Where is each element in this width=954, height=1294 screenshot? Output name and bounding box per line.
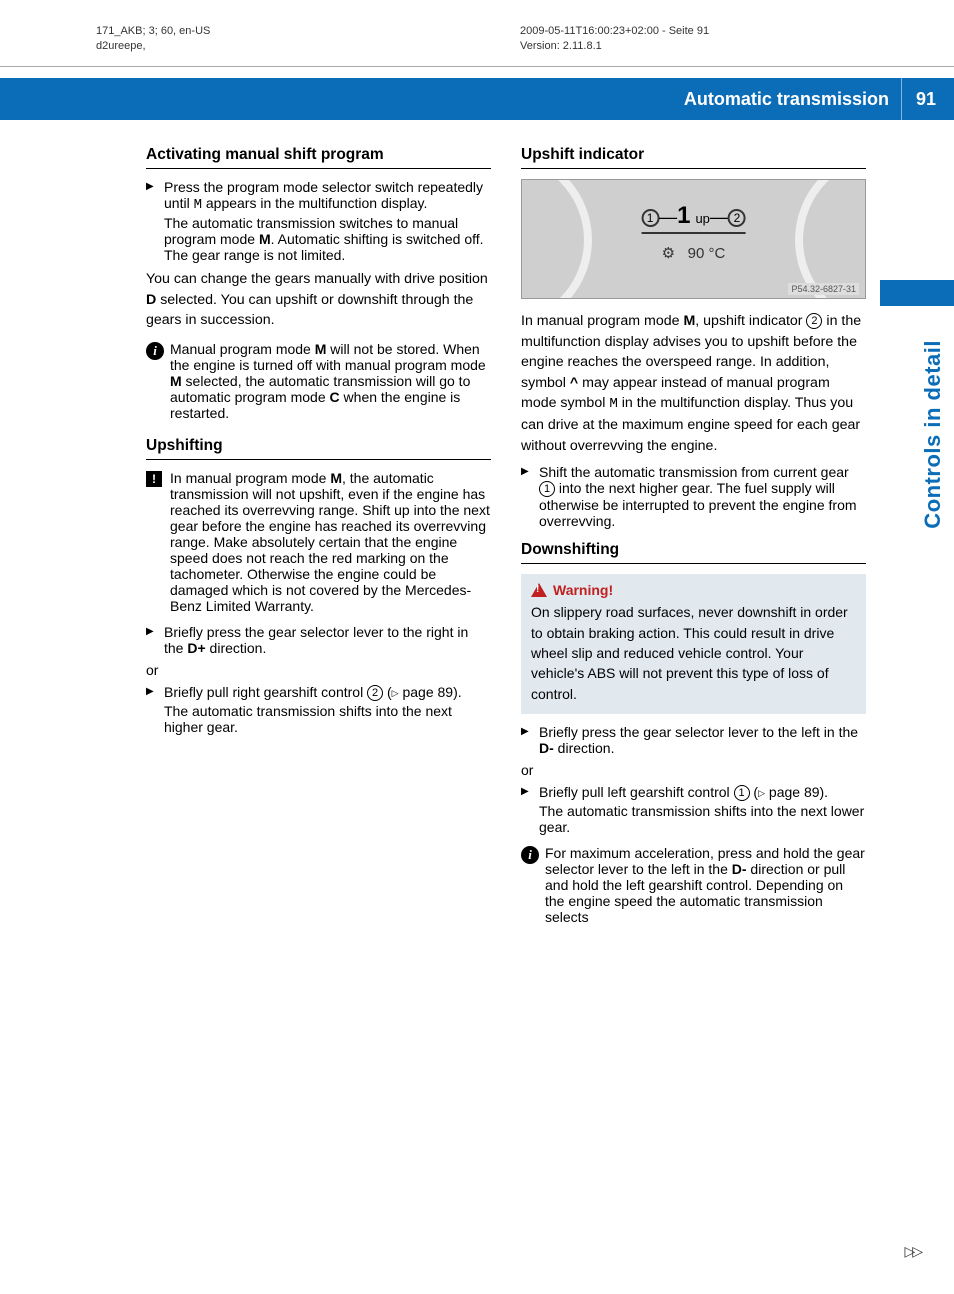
text: direction. [206, 640, 267, 656]
symbol-m: M [194, 197, 202, 213]
text: Briefly pull right gearshift control [164, 684, 367, 700]
text: Briefly pull left gearshift control [539, 784, 734, 800]
step-pull-left: Briefly pull left gearshift control 1 (▷… [521, 784, 866, 801]
gauge-arc-right [795, 179, 866, 299]
heading-activating: Activating manual shift program [146, 140, 491, 169]
bold: D- [539, 740, 554, 756]
text: In manual program mode [170, 470, 330, 486]
up-label: up [695, 211, 709, 226]
bold-d: D [146, 292, 156, 308]
callout-1-icon: 1 [539, 481, 555, 497]
or-label: or [521, 762, 866, 778]
page-title: Automatic transmission [684, 89, 901, 110]
text: , upshift indicator [695, 313, 806, 329]
text: into the next higher gear. The fuel supp… [539, 480, 857, 529]
figure-readout: 1—1 up—2 [641, 202, 746, 234]
text: Briefly press the gear selector lever to… [539, 724, 858, 740]
continue-icon: ▷▷ [904, 1243, 920, 1260]
text: Shift the automatic transmission from cu… [539, 464, 849, 480]
caution-note: ! In manual program mode M, the automati… [146, 470, 491, 614]
text: , the automatic transmission will not up… [170, 470, 490, 614]
text: page 89). [399, 684, 462, 700]
heading-upshifting: Upshifting [146, 431, 491, 460]
meta-left-line1: 171_AKB; 3; 60, en-US [96, 24, 210, 39]
info-icon: i [146, 342, 164, 360]
exclamation-icon: ! [146, 471, 162, 487]
text: appears in the multifunction display. [202, 195, 427, 211]
meta-left: 171_AKB; 3; 60, en-US d2ureepe, [96, 24, 210, 55]
heading-indicator: Upshift indicator [521, 140, 866, 169]
meta-left-line2: d2ureepe, [96, 39, 210, 54]
figure-id-label: P54.32-6827-31 [788, 283, 859, 295]
engine-icon: ⚙ [662, 245, 675, 262]
bold: M [683, 313, 695, 329]
text: You can change the gears manually with d… [146, 271, 488, 287]
step-press-right: Briefly press the gear selector lever to… [146, 624, 491, 656]
bold: D- [732, 861, 747, 877]
info-note: i For maximum acceleration, press and ho… [521, 845, 866, 925]
callout-1-icon: 1 [641, 209, 659, 227]
gauge-arc-left [521, 179, 592, 299]
info-icon: i [521, 846, 539, 864]
bold: ^ [570, 375, 578, 391]
step-sub: The automatic transmission shifts into t… [146, 703, 491, 735]
text: page 89). [765, 784, 828, 800]
meta-right: 2009-05-11T16:00:23+02:00 - Seite 91 Ver… [520, 24, 709, 55]
gear-number: 1 [677, 202, 690, 229]
warning-box: Warning! On slippery road surfaces, neve… [521, 574, 866, 713]
side-tab [880, 280, 954, 306]
warning-label: Warning! [553, 582, 613, 598]
text: direction. [554, 740, 615, 756]
figure-center: 1—1 up—2 ⚙ 90 °C [641, 202, 746, 262]
heading-downshifting: Downshifting [521, 535, 866, 564]
callout-1-icon: 1 [734, 785, 750, 801]
warning-heading: Warning! [531, 582, 856, 598]
upshift-indicator-figure: 1—1 up—2 ⚙ 90 °C P54.32-6827-31 [521, 179, 866, 299]
header-bar: Automatic transmission 91 [0, 78, 954, 120]
step-sub: The automatic transmission shifts into t… [521, 803, 866, 835]
temp-value: 90 °C [688, 245, 726, 262]
divider [0, 66, 954, 67]
content: Activating manual shift program Press th… [146, 140, 866, 935]
step-pull-right: Briefly pull right gearshift control 2 (… [146, 684, 491, 701]
bold-m: M [259, 231, 271, 247]
warning-triangle-icon [531, 583, 547, 597]
or-label: or [146, 662, 491, 678]
meta-right-line1: 2009-05-11T16:00:23+02:00 - Seite 91 [520, 24, 709, 39]
info-note: i Manual program mode M will not be stor… [146, 341, 491, 421]
left-column: Activating manual shift program Press th… [146, 140, 491, 935]
bold: M [330, 470, 342, 486]
callout-2-icon: 2 [728, 209, 746, 227]
bold: D+ [187, 640, 205, 656]
text: In manual program mode [521, 313, 683, 329]
warning-body: On slippery road surfaces, never downshi… [531, 602, 856, 703]
text: ( [750, 784, 759, 800]
bold: M [315, 341, 327, 357]
bold: C [330, 389, 340, 405]
callout-2-icon: 2 [806, 313, 822, 329]
para-indicator: In manual program mode M, upshift indica… [521, 311, 866, 456]
text: Manual program mode [170, 341, 315, 357]
step-press-left: Briefly press the gear selector lever to… [521, 724, 866, 756]
symbol-m: M [609, 396, 618, 412]
para-change-gears: You can change the gears manually with d… [146, 269, 491, 331]
step-sub: The automatic transmission switches to m… [146, 215, 491, 263]
meta-right-line2: Version: 2.11.8.1 [520, 39, 709, 54]
page-number: 91 [901, 78, 954, 120]
right-column: Upshift indicator 1—1 up—2 ⚙ 90 °C P54.3… [521, 140, 866, 935]
callout-2-icon: 2 [367, 685, 383, 701]
side-section-label: Controls in detail [920, 340, 946, 529]
figure-temp: ⚙ 90 °C [641, 244, 746, 262]
step-shift-higher: Shift the automatic transmission from cu… [521, 464, 866, 529]
text: selected. You can upshift or downshift t… [146, 292, 473, 329]
triangle-ref-icon: ▷ [758, 788, 765, 799]
step-press-selector: Press the program mode selector switch r… [146, 179, 491, 213]
triangle-ref-icon: ▷ [392, 688, 399, 699]
bold: M [170, 373, 182, 389]
